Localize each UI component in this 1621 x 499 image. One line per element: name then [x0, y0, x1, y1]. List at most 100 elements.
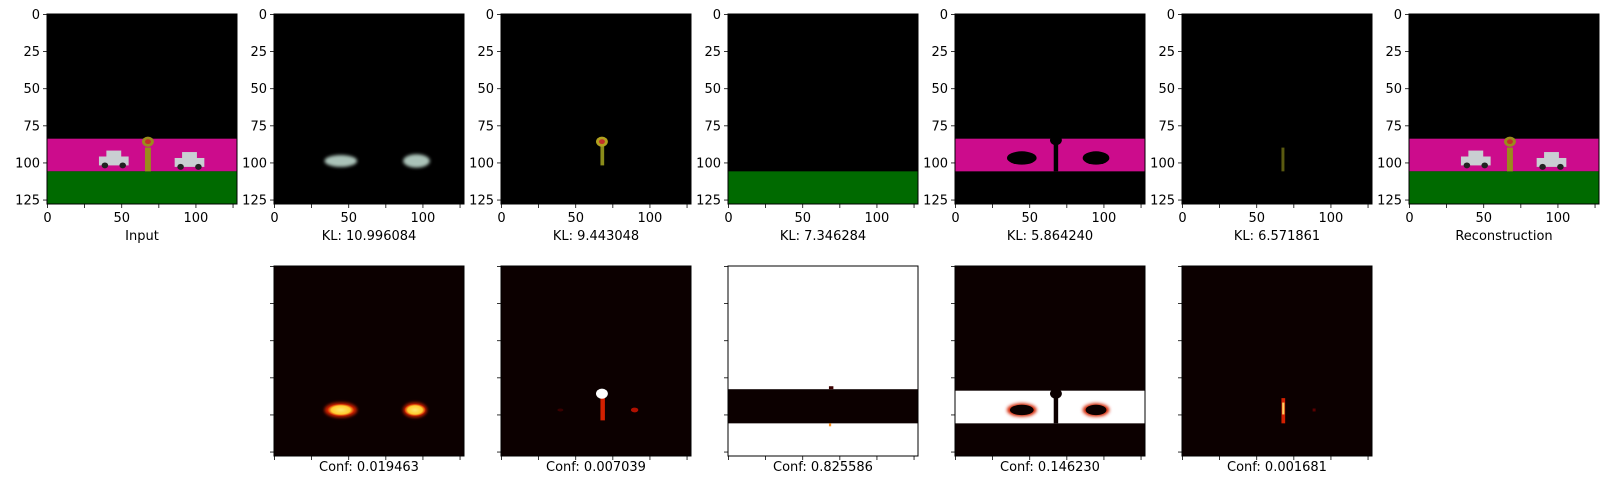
x-tick-label: 50: [1248, 211, 1265, 226]
y-tick-label: 75: [477, 119, 494, 134]
car-left: [1460, 150, 1491, 169]
y-tick-label: 50: [477, 82, 494, 97]
panel-frame: [273, 265, 465, 457]
hydrant-top-hole: [1050, 135, 1062, 146]
confidence-label: Conf: 0.146230: [1000, 460, 1100, 475]
x-tick-label: 100: [865, 211, 890, 226]
top-panel-7: 0 50 100 0 25 50 75 100 125 Reconstruction: [1377, 8, 1600, 244]
car-left-wheel-rear: [119, 162, 126, 169]
heat-background: [955, 266, 1145, 456]
x-tick-label: 50: [567, 211, 584, 226]
x-tick-label: 0: [270, 211, 278, 226]
hydrant-cap: [1506, 139, 1513, 145]
road-band: [47, 138, 237, 172]
heat-blob-left: [557, 408, 564, 412]
y-tick-label: 25: [250, 45, 267, 60]
confidence-panel-1: Conf: 0.019463: [270, 265, 465, 475]
heat-car-left: [1009, 404, 1034, 416]
y-tick-label: 25: [931, 45, 948, 60]
y-tick-label: 25: [704, 45, 721, 60]
y-tick-label: 75: [1158, 119, 1175, 134]
x-tick-label: 0: [43, 211, 51, 226]
top-panel-2: 0 50 100 0 25 50 75 100 125 KL: 10.996084: [242, 8, 465, 244]
y-tick-label: 0: [940, 8, 948, 23]
hydrant: [1504, 136, 1516, 172]
top-panel-6: 0 50 100 0 25 50 75 100 125 KL: 6.571861: [1150, 8, 1373, 244]
y-tick-label: 125: [923, 194, 948, 209]
y-tick-label: 50: [1158, 82, 1175, 97]
road-band: [1409, 138, 1599, 172]
y-tick-label: 0: [1394, 8, 1402, 23]
x-tick-label: 50: [113, 211, 130, 226]
y-tick-label: 100: [242, 156, 267, 171]
panel-frame: [727, 13, 919, 205]
y-tick-label: 100: [1150, 156, 1175, 171]
y-tick-label: 125: [242, 194, 267, 209]
heat-car-right: [404, 404, 426, 416]
x-tick-label: 100: [411, 211, 436, 226]
y-tick-label: 50: [704, 82, 721, 97]
y-tick-label: 50: [250, 82, 267, 97]
y-tick-label: 50: [23, 82, 40, 97]
panel-label: Input: [125, 229, 159, 244]
heatmap-image: [1182, 266, 1372, 456]
grass-mask: [728, 171, 918, 204]
heat-hydrant-post: [600, 396, 605, 421]
y-tick-label: 125: [1377, 194, 1402, 209]
confidence-label: Conf: 0.001681: [1227, 460, 1327, 475]
panel-frame: [727, 265, 919, 457]
background: [274, 14, 464, 204]
panel-label: KL: 7.346284: [780, 229, 866, 244]
y-tick-label: 125: [469, 194, 494, 209]
top-panel-5: 0 50 100 0 25 50 75 100 125 KL: 5.864240: [923, 8, 1146, 244]
heat-spot: [828, 423, 832, 427]
panel-image: [728, 14, 918, 204]
panel-label: KL: 10.996084: [322, 229, 417, 244]
heat-background: [1182, 266, 1372, 456]
heatmap-image: [955, 266, 1145, 456]
x-tick-label: 0: [497, 211, 505, 226]
car-left-cabin: [1468, 150, 1484, 158]
confidence-panel-4: Conf: 0.146230: [951, 265, 1146, 475]
panel-frame: [500, 265, 692, 457]
x-tick-label: 100: [184, 211, 209, 226]
panel-image: [1409, 14, 1599, 204]
x-tick-label: 0: [1405, 211, 1413, 226]
confidence-panel-3: Conf: 0.825586: [724, 265, 919, 475]
heat-car-right: [1085, 404, 1107, 416]
grass-band: [1409, 171, 1599, 204]
y-tick-label: 50: [931, 82, 948, 97]
car-left-body: [98, 156, 129, 166]
x-tick-label: 50: [1475, 211, 1492, 226]
x-tick-label: 50: [1021, 211, 1038, 226]
y-tick-label: 0: [259, 8, 267, 23]
hydrant: [142, 136, 154, 172]
heat-background: [501, 266, 691, 456]
y-tick-label: 125: [1150, 194, 1175, 209]
car-left-body: [1460, 156, 1491, 166]
car-left-hole: [1006, 151, 1037, 165]
panel-frame: [273, 13, 465, 205]
heat-background: [274, 266, 464, 456]
car-left-wheel-front: [101, 162, 109, 169]
y-tick-label: 75: [1385, 119, 1402, 134]
y-tick-label: 125: [15, 194, 40, 209]
heat-hydrant-top: [596, 388, 608, 399]
y-tick-label: 100: [923, 156, 948, 171]
heat-background: [728, 266, 918, 456]
heatmap-image: [274, 266, 464, 456]
heat-notch: [828, 386, 834, 390]
car-left-cabin: [106, 150, 122, 158]
panel-label: KL: 6.571861: [1234, 229, 1320, 244]
y-tick-label: 0: [1167, 8, 1175, 23]
car-right-mask: [403, 154, 430, 168]
car-right-cabin: [182, 152, 197, 160]
car-left-wheel-rear: [1481, 162, 1488, 169]
grass-band: [47, 171, 237, 204]
x-tick-label: 0: [951, 211, 959, 226]
y-tick-label: 100: [469, 156, 494, 171]
road-mask: [955, 138, 1145, 172]
panel-frame: [500, 13, 692, 205]
confidence-panel-5: Conf: 0.001681: [1178, 265, 1373, 475]
y-tick-label: 50: [1385, 82, 1402, 97]
